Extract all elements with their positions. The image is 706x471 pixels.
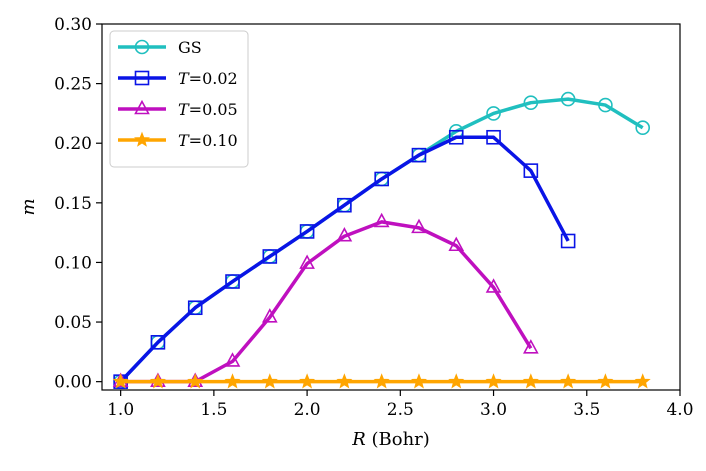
data-point	[187, 373, 204, 389]
data-point	[560, 373, 577, 389]
legend-marker	[134, 99, 150, 115]
legend-label: T=0.10	[178, 131, 238, 150]
legend-box	[109, 30, 249, 168]
legend-label: T=0.05	[178, 100, 238, 119]
series-line	[119, 135, 570, 383]
axis-ticks: 1.0 1.5 2.0 2.5 3.0 3.5 4.0 0.00 0.05 0.10 0.15 0.2…	[54, 15, 693, 420]
y-tick-label: 0.15	[54, 194, 92, 214]
data-point	[485, 373, 502, 389]
data-point	[112, 373, 129, 389]
data-point	[373, 373, 390, 389]
x-tick-label: 2.0	[294, 400, 321, 420]
data-point	[336, 227, 353, 242]
data-point	[410, 373, 427, 389]
data-point	[486, 129, 501, 145]
y-axis-label: m	[18, 198, 39, 215]
y-tick-label: 0.00	[54, 373, 92, 393]
legend: GS T=0.02 T=0.05 T=0.10	[109, 30, 249, 168]
y-tick-label: 0.30	[54, 15, 92, 35]
x-tick-label: 1.0	[107, 400, 134, 420]
data-point	[411, 147, 427, 163]
data-point	[336, 373, 353, 389]
series-4	[112, 373, 651, 389]
data-point	[299, 224, 315, 239]
data-point	[299, 373, 316, 389]
data-point	[522, 373, 539, 389]
x-tick-label: 3.0	[480, 400, 507, 420]
data-point	[337, 197, 352, 213]
data-point	[374, 171, 389, 187]
legend-marker	[134, 39, 150, 55]
data-point	[149, 373, 166, 389]
data-point	[261, 373, 278, 389]
x-axis-label: R (Bohr)	[351, 429, 430, 450]
data-point	[523, 163, 539, 178]
x-tick-label: 3.5	[573, 400, 600, 420]
data-point	[598, 97, 613, 113]
legend-label: GS	[178, 38, 202, 57]
data-point	[448, 373, 465, 389]
data-point	[448, 236, 465, 252]
data-point	[262, 249, 278, 264]
x-tick-label: 4.0	[666, 400, 693, 420]
data-point	[522, 339, 539, 354]
plot-frame	[101, 23, 681, 391]
data-point	[373, 212, 390, 228]
x-tick-label: 2.5	[387, 400, 414, 420]
y-tick-label: 0.05	[54, 313, 92, 333]
data-point	[486, 106, 501, 121]
legend-marker	[134, 70, 150, 86]
x-tick-label: 1.5	[200, 400, 227, 420]
data-point	[411, 218, 427, 234]
legend-item: T=0.05	[118, 99, 238, 119]
legend-item: T=0.10	[118, 131, 238, 150]
data-point	[150, 335, 166, 350]
data-point	[225, 274, 240, 289]
legend-marker	[134, 131, 150, 147]
data-point	[299, 254, 315, 269]
data-point	[261, 308, 278, 323]
data-point	[448, 129, 464, 145]
data-point	[560, 91, 576, 107]
data-point	[597, 373, 614, 389]
legend-item: GS	[118, 38, 202, 57]
x-axis-label-symbol: R	[351, 429, 366, 450]
x-axis-label-unit: (Bohr)	[366, 429, 430, 450]
data-point	[560, 233, 576, 249]
legend-item: T=0.02	[118, 69, 238, 88]
data-point	[224, 352, 241, 367]
y-tick-label: 0.10	[54, 253, 92, 273]
data-point	[187, 300, 203, 316]
series-2	[113, 129, 576, 389]
data-point	[635, 120, 651, 136]
series-3	[112, 212, 539, 387]
y-tick-label: 0.20	[54, 134, 92, 154]
data-point	[634, 373, 651, 389]
series-line	[120, 220, 533, 384]
y-tick-label: 0.25	[54, 75, 92, 95]
series-layer	[112, 91, 651, 389]
legend-label: T=0.02	[178, 69, 238, 88]
data-point	[523, 95, 539, 110]
data-point	[224, 373, 241, 389]
data-point	[485, 278, 502, 293]
